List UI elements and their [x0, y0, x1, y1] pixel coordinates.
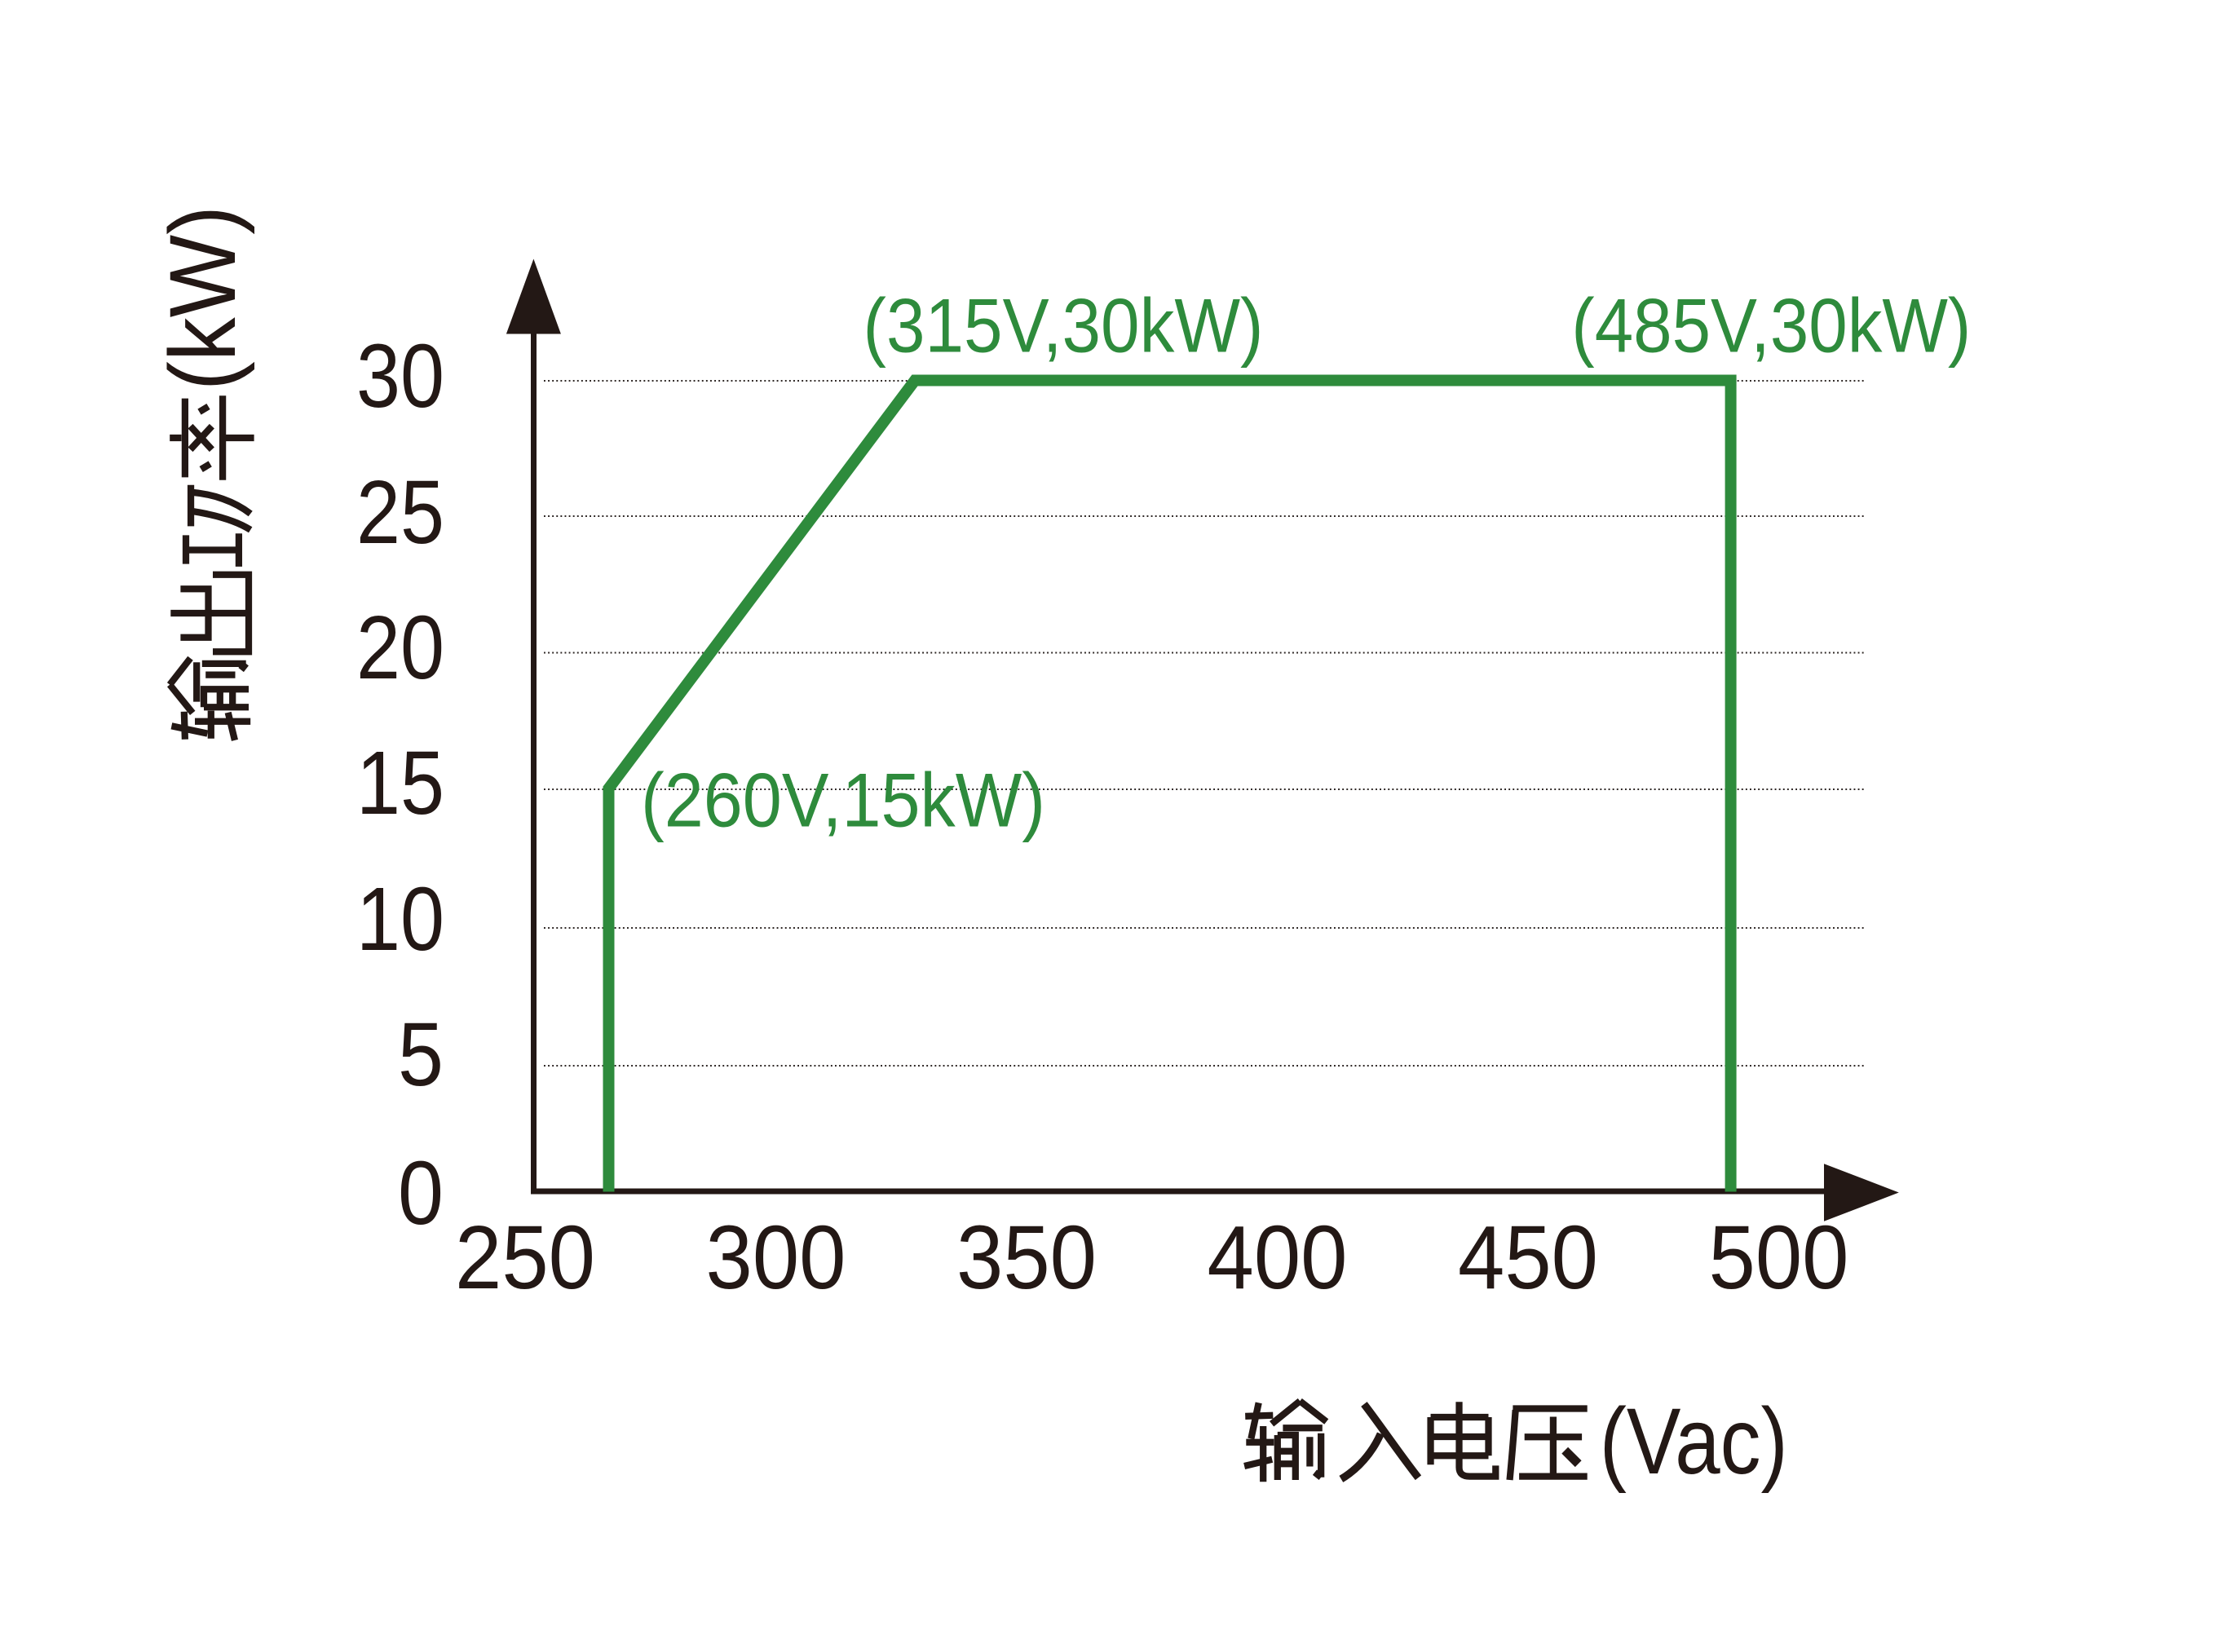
svg-text:(315V,30kW): (315V,30kW) [863, 282, 1264, 368]
svg-text:(485V,30kW): (485V,30kW) [1571, 282, 1971, 368]
svg-text:30: 30 [356, 326, 444, 426]
svg-text:(260V,15kW): (260V,15kW) [641, 757, 1045, 842]
svg-text:20: 20 [356, 598, 444, 698]
svg-text:0: 0 [398, 1143, 444, 1243]
svg-text:350: 350 [956, 1208, 1097, 1308]
svg-text:400: 400 [1208, 1208, 1348, 1308]
svg-text:(Vac): (Vac) [1600, 1389, 1788, 1494]
svg-text:25: 25 [356, 462, 444, 563]
svg-text:5: 5 [398, 1005, 444, 1105]
svg-text:300: 300 [706, 1208, 846, 1308]
svg-text:500: 500 [1709, 1208, 1849, 1308]
svg-text:450: 450 [1458, 1208, 1598, 1308]
svg-text:(kW): (kW) [151, 205, 255, 391]
svg-text:250: 250 [455, 1208, 595, 1308]
svg-text:10: 10 [356, 869, 444, 970]
svg-text:15: 15 [356, 733, 444, 833]
